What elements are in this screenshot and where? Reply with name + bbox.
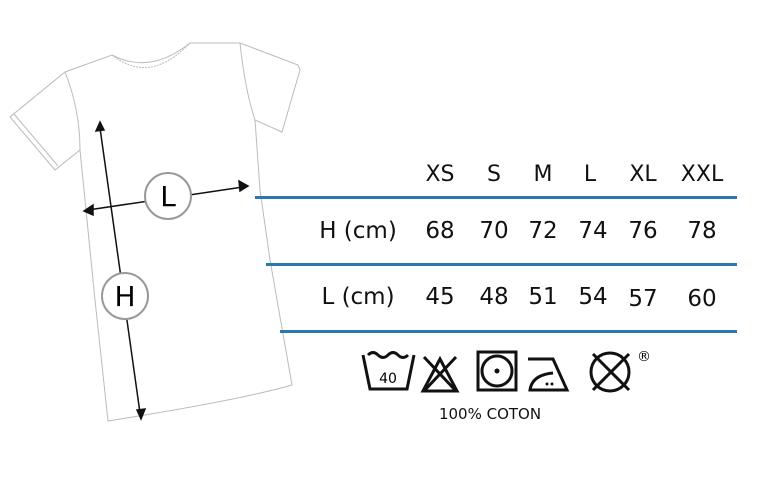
table-cell: 72 [528, 218, 558, 244]
wash-40-icon [361, 351, 416, 391]
table-rule [255, 196, 737, 199]
table-cell: 51 [528, 284, 558, 310]
table-cell: 76 [628, 218, 658, 244]
table-cell: 68 [425, 218, 455, 244]
length-marker-circle [144, 172, 192, 220]
size-header: XXL [680, 162, 724, 187]
height-marker: H [114, 280, 135, 313]
table-rule [266, 263, 737, 266]
size-header: L [583, 162, 597, 187]
size-header: XL [629, 162, 657, 187]
table-cell: 78 [687, 218, 717, 244]
material-label: 100% COTON [438, 405, 542, 423]
care-symbols: 40 ® [361, 349, 651, 393]
height-arrow [94, 120, 147, 421]
length-marker: L [160, 180, 176, 213]
row-label-height: H (cm) [319, 218, 397, 244]
size-header: M [533, 162, 553, 187]
size-header: XS [425, 162, 455, 187]
iron-medium-icon [528, 357, 570, 392]
table-cell: 48 [479, 284, 509, 310]
no-bleach-icon [420, 355, 460, 393]
table-cell: 57 [628, 286, 658, 312]
registered-mark: ® [637, 349, 651, 365]
tshirt-outline [9, 42, 301, 422]
table-cell: 45 [425, 284, 455, 310]
table-rule [280, 330, 737, 333]
no-dry-clean-icon [589, 351, 631, 393]
wash-temperature: 40 [379, 371, 397, 387]
height-marker-circle [101, 272, 149, 320]
row-label-length: L (cm) [321, 284, 395, 310]
table-cell: 74 [578, 218, 608, 244]
table-cell: 54 [578, 284, 608, 310]
table-cell: 60 [687, 286, 717, 312]
size-header: S [487, 162, 501, 187]
tumble-dry-icon [476, 350, 518, 392]
table-cell: 70 [479, 218, 509, 244]
